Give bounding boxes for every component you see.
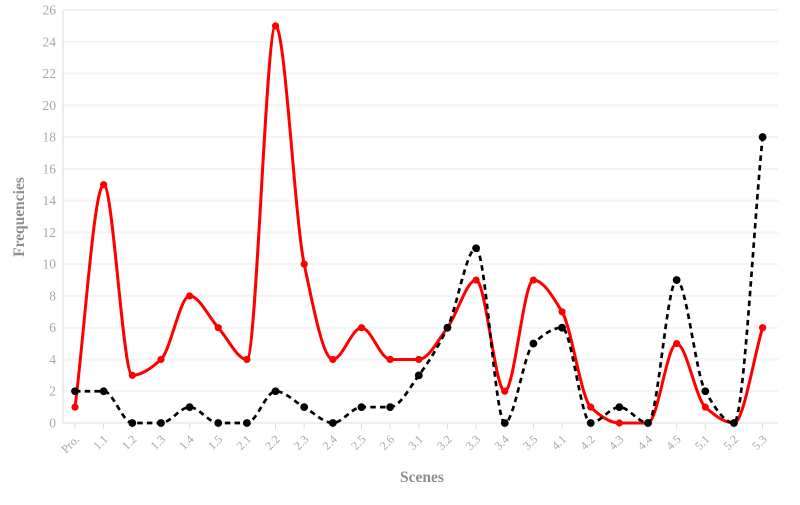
y-axis-title: Frequencies (11, 177, 28, 257)
data-point-red-solid-1.2 (128, 371, 136, 379)
y-tick-label-24: 24 (43, 34, 57, 49)
x-tick-label-2.4: 2.4 (319, 432, 340, 453)
x-tick-label-1.4: 1.4 (176, 432, 197, 453)
data-point-black-dashed-5.3 (758, 133, 767, 141)
data-point-black-dashed-1.4 (185, 403, 194, 412)
data-point-red-solid-4.2 (587, 403, 595, 411)
data-point-black-dashed-2.4 (328, 419, 337, 427)
data-point-red-solid-2.1 (243, 355, 251, 364)
x-tick-label-5.1: 5.1 (692, 432, 713, 453)
x-tick-label-3.1: 3.1 (405, 432, 426, 453)
data-point-red-solid-3.1 (415, 355, 423, 364)
x-tick-label-1.1: 1.1 (90, 432, 111, 453)
data-point-black-dashed-3.4 (500, 419, 509, 427)
x-tick-label-4.4: 4.4 (635, 432, 656, 453)
data-point-red-solid-1.4 (186, 292, 194, 300)
y-tick-label-26: 26 (43, 3, 57, 18)
data-point-black-dashed-4.2 (586, 419, 595, 427)
data-point-black-dashed-4.3 (615, 403, 624, 412)
data-point-black-dashed-2.3 (300, 403, 309, 412)
data-point-red-solid-2.4 (329, 355, 337, 364)
x-tick-label-3.5: 3.5 (520, 432, 541, 453)
gridlines (63, 9, 778, 393)
x-tick-label-2.2: 2.2 (262, 432, 283, 453)
x-tick-label-2.3: 2.3 (291, 432, 312, 453)
data-point-black-dashed-1.3 (157, 419, 165, 427)
y-tick-label-6: 6 (49, 320, 56, 335)
y-tick-label-16: 16 (43, 161, 57, 176)
x-tick-label-3.2: 3.2 (434, 432, 455, 453)
x-tick-label-1.5: 1.5 (205, 432, 226, 453)
y-tick-label-22: 22 (43, 66, 57, 81)
x-tick-labels: Pro. 1.1 1.2 1.3 1.4 1.5 2.1 2.2 2.3 2.4 2.5 2.6 3.1… (58, 432, 769, 456)
data-point-red-solid-1.3 (157, 355, 165, 364)
x-tick-label-4.1: 4.1 (549, 432, 570, 453)
data-point-black-dashed-5.2 (730, 419, 738, 427)
data-point-red-solid-5.3 (759, 324, 767, 332)
x-tick-marks (74, 424, 764, 429)
data-point-red-solid-1.5 (214, 324, 222, 332)
data-point-red-solid-3.5 (529, 276, 538, 284)
data-point-black-dashed-3.3 (472, 244, 480, 253)
y-tick-label-18: 18 (43, 130, 57, 145)
x-tick-label-1.3: 1.3 (148, 432, 169, 453)
x-tick-label-Pro.: Pro. (58, 432, 82, 456)
data-point-black-dashed-4.5 (672, 276, 681, 284)
data-series (71, 22, 767, 427)
data-point-black-dashed-1.2 (128, 419, 137, 427)
data-point-black-dashed-2.5 (357, 403, 366, 412)
data-point-black-dashed-5.1 (701, 387, 710, 396)
data-point-black-dashed-4.4 (644, 419, 652, 427)
x-tick-label-2.5: 2.5 (348, 432, 369, 453)
y-tick-label-8: 8 (49, 288, 56, 303)
y-tick-label-20: 20 (43, 98, 57, 113)
data-point-black-dashed-2.6 (386, 403, 395, 412)
data-point-red-solid-2.6 (386, 355, 394, 364)
data-point-black-dashed-1.1 (99, 387, 108, 396)
y-tick-label-2: 2 (49, 384, 56, 399)
data-point-red-solid-4.3 (615, 419, 623, 427)
data-point-black-dashed-3.5 (529, 339, 538, 348)
data-point-red-solid-4.5 (673, 339, 681, 348)
y-tick-label-12: 12 (43, 225, 57, 240)
data-point-black-dashed-3.1 (414, 371, 423, 380)
x-axis-title: Scenes (400, 469, 444, 486)
data-point-red-solid-2.3 (300, 260, 308, 268)
data-point-red-solid-2.5 (357, 324, 366, 332)
data-point-black-dashed-2.1 (243, 419, 251, 427)
data-point-red-solid-4.1 (558, 308, 566, 316)
x-tick-label-1.2: 1.2 (119, 432, 140, 453)
y-tick-label-4: 4 (49, 352, 56, 367)
data-point-red-solid-3.3 (472, 276, 480, 284)
data-point-black-dashed-3.2 (443, 323, 452, 332)
x-tick-label-4.5: 4.5 (663, 432, 684, 453)
data-point-black-dashed-2.2 (271, 387, 280, 396)
data-point-black-dashed-1.5 (214, 419, 223, 427)
x-tick-label-5.2: 5.2 (721, 432, 742, 453)
x-tick-label-2.1: 2.1 (234, 432, 255, 453)
x-tick-label-3.3: 3.3 (463, 432, 484, 453)
data-point-red-solid-1.1 (100, 181, 108, 189)
data-point-black-dashed-Pro. (71, 387, 79, 396)
data-point-red-solid-Pro. (71, 403, 79, 411)
y-tick-label-0: 0 (49, 416, 56, 431)
data-point-red-solid-2.2 (271, 22, 280, 30)
x-tick-label-4.3: 4.3 (606, 432, 627, 453)
data-point-black-dashed-4.1 (558, 323, 566, 332)
data-point-red-solid-5.1 (701, 403, 709, 411)
x-tick-label-4.2: 4.2 (577, 432, 598, 453)
x-tick-label-2.6: 2.6 (377, 432, 398, 453)
data-point-red-solid-3.4 (501, 387, 509, 395)
y-tick-label-14: 14 (43, 193, 57, 208)
series-path-black-dashed (74, 136, 764, 425)
x-tick-label-5.3: 5.3 (749, 432, 770, 453)
axis-lines (62, 10, 778, 424)
x-tick-label-3.4: 3.4 (491, 432, 512, 453)
y-tick-label-10: 10 (43, 257, 57, 272)
